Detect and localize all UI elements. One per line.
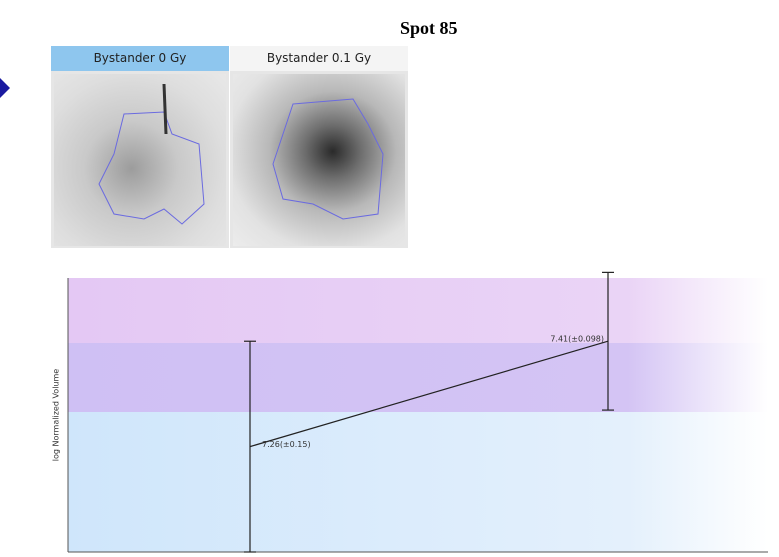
title: Spot 85 bbox=[400, 18, 458, 38]
arrow bbox=[0, 78, 10, 98]
spot-outline bbox=[272, 98, 384, 220]
band bbox=[68, 278, 768, 343]
panel-label: Bystander 0 Gy bbox=[51, 46, 229, 71]
gel-panel: Bystander 0 Gy bbox=[51, 46, 229, 248]
band bbox=[68, 412, 768, 552]
error-bar bbox=[602, 271, 614, 411]
gel-image bbox=[233, 74, 405, 246]
value-label: 7.41(±0.098) bbox=[550, 335, 604, 344]
error-bar bbox=[244, 340, 256, 553]
value-label: 7.26(±0.15) bbox=[262, 440, 311, 449]
band bbox=[68, 343, 768, 412]
gel-image bbox=[54, 74, 226, 246]
gel-panel: Bystander 0.1 Gy bbox=[230, 46, 408, 248]
trend-line bbox=[249, 340, 609, 448]
y-axis-label: log Normalized Volume bbox=[52, 369, 61, 461]
spot-outline bbox=[98, 83, 205, 225]
panel-label: Bystander 0.1 Gy bbox=[230, 46, 408, 71]
